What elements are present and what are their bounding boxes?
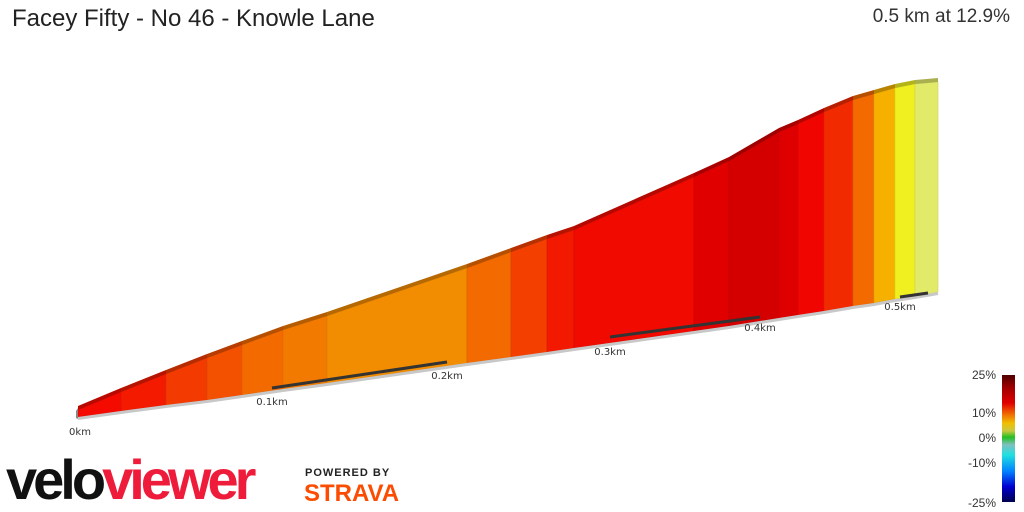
segment-top-edge bbox=[798, 108, 824, 124]
segment-top-edge bbox=[694, 157, 729, 177]
gradient-segment bbox=[823, 99, 854, 312]
segment-top-edge bbox=[729, 128, 779, 161]
segment-top-edge bbox=[779, 120, 798, 132]
segment-top-edge bbox=[327, 264, 467, 316]
gradient-color-scale bbox=[1002, 375, 1015, 502]
segment-summary: 0.5 km at 12.9% bbox=[872, 6, 1010, 27]
segment-top-edge bbox=[78, 388, 121, 410]
segment-top-edge bbox=[242, 326, 283, 345]
profile-top-edge bbox=[78, 78, 938, 410]
distance-axis bbox=[76, 291, 939, 420]
veloviewer-logo: veloviewer bbox=[6, 448, 256, 511]
gradient-segment bbox=[546, 229, 575, 353]
segment-top-edge bbox=[824, 96, 853, 112]
segment-top-edge bbox=[547, 226, 574, 239]
segment-top-edge bbox=[574, 173, 694, 230]
gradient-segment bbox=[797, 111, 825, 316]
segment-top-edge bbox=[166, 354, 207, 374]
segment-top-edge bbox=[874, 84, 895, 94]
page-title: Facey Fifty - No 46 - Knowle Lane bbox=[12, 5, 375, 32]
gradient-legend: 25% 10% 0% -10% -25% bbox=[950, 366, 1024, 512]
distance-tick-label: 0.2km bbox=[431, 371, 462, 382]
distance-tick-labels: 0km 0.1km 0.2km 0.3km 0.4km 0.5km bbox=[69, 302, 916, 438]
legend-label: 0% bbox=[978, 431, 996, 445]
segment-top-edge bbox=[915, 78, 938, 84]
powered-by-label: POWERED BY bbox=[305, 467, 391, 479]
gradient-segment bbox=[914, 81, 939, 297]
legend-label: 10% bbox=[971, 406, 996, 420]
distance-tick-label: 0.4km bbox=[744, 323, 775, 334]
gradient-segment bbox=[778, 123, 799, 319]
gradient-segment bbox=[852, 93, 875, 307]
distance-tick-label: 0.1km bbox=[256, 397, 287, 408]
gradient-segments bbox=[77, 81, 939, 418]
legend-label: -25% bbox=[967, 496, 996, 510]
segment-top-edge bbox=[207, 341, 242, 358]
distance-tick-label: 0km bbox=[69, 427, 91, 438]
gradient-segment bbox=[873, 87, 896, 304]
gradient-segment bbox=[510, 238, 548, 358]
gradient-segment bbox=[693, 160, 730, 332]
segment-top-edge bbox=[853, 90, 874, 100]
segment-top-edge bbox=[467, 248, 511, 268]
segment-top-edge bbox=[283, 312, 327, 330]
gradient-segment bbox=[326, 267, 468, 384]
segment-top-edge bbox=[895, 80, 915, 88]
logo-viewer: viewer bbox=[102, 448, 256, 511]
distance-tick-label: 0.3km bbox=[594, 347, 625, 358]
logo-velo: velo bbox=[6, 448, 106, 511]
gradient-segment bbox=[728, 131, 780, 327]
legend-label: -10% bbox=[967, 456, 996, 470]
legend-label: 25% bbox=[971, 368, 996, 382]
segment-top-edge bbox=[121, 370, 166, 392]
gradient-segment bbox=[466, 251, 512, 364]
gradient-segment bbox=[894, 83, 916, 300]
segment-top-edge bbox=[511, 235, 547, 252]
strava-logo: STRAVA bbox=[304, 480, 400, 507]
distance-tick-label: 0.5km bbox=[884, 302, 915, 313]
